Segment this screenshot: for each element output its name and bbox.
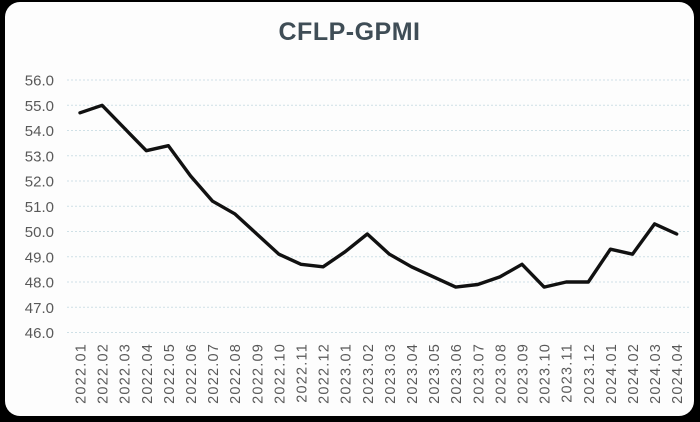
- x-tick-label: 2024.03: [648, 343, 664, 404]
- chart-card: CFLP-GPMI 56.0 55.0 54.0 53.0 52.0 51.0 50.0 49…: [5, 2, 694, 416]
- x-tick-label: 2022.02: [96, 343, 112, 404]
- x-tick-label: 2023.03: [383, 343, 399, 404]
- x-tick-label: 2024.02: [626, 343, 642, 404]
- y-tick-label: 56.0: [25, 73, 54, 90]
- x-tick-label: 2023.10: [538, 343, 554, 404]
- y-tick-label: 54.0: [25, 123, 54, 140]
- x-tick-label: 2022.07: [206, 343, 222, 404]
- y-tick-label: 55.0: [25, 98, 54, 115]
- x-tick-label: 2024.01: [604, 343, 620, 404]
- x-tick-label: 2022.04: [140, 343, 156, 404]
- x-tick-label: 2022.03: [118, 343, 134, 404]
- y-axis-tick-labels: 56.0 55.0 54.0 53.0 52.0 51.0 50.0 49.0 48.0 47.0…: [25, 73, 54, 343]
- x-tick-label: 2022.12: [317, 343, 333, 404]
- x-axis-tick-labels: 2022.01 2022.02 2022.03 2022.04 2022.05 2022.…: [74, 343, 687, 404]
- x-tick-label: 2022.09: [250, 343, 266, 404]
- y-tick-label: 53.0: [25, 148, 54, 165]
- line-chart: 56.0 55.0 54.0 53.0 52.0 51.0 50.0 49.0 48.0 47.0…: [25, 73, 691, 404]
- x-tick-label: 2023.01: [339, 343, 355, 404]
- y-tick-label: 51.0: [25, 199, 54, 216]
- data-line-cflp-gpmi: [78, 103, 679, 289]
- x-tick-label: 2023.06: [449, 343, 465, 404]
- y-tick-label: 52.0: [25, 174, 54, 191]
- x-tick-label: 2023.11: [560, 343, 576, 403]
- x-tick-label: 2022.11: [295, 343, 311, 403]
- x-tick-label: 2022.06: [184, 343, 200, 404]
- x-tick-label: 2023.08: [493, 343, 509, 404]
- x-tick-label: 2023.07: [471, 343, 487, 404]
- y-tick-label: 47.0: [25, 300, 54, 317]
- x-tick-label: 2023.09: [516, 343, 532, 404]
- chart-title: CFLP-GPMI: [278, 18, 421, 46]
- x-tick-label: 2024.04: [670, 343, 686, 404]
- x-tick-label: 2023.05: [427, 343, 443, 404]
- x-tick-label: 2023.02: [361, 343, 377, 404]
- x-tick-label: 2022.10: [272, 343, 288, 404]
- x-tick-label: 2022.05: [162, 343, 178, 404]
- y-tick-label: 49.0: [25, 249, 54, 266]
- x-tick-label: 2022.01: [74, 343, 90, 404]
- gridlines: [67, 79, 691, 333]
- y-tick-label: 48.0: [25, 275, 54, 292]
- y-tick-label: 46.0: [25, 325, 54, 342]
- x-tick-label: 2023.04: [405, 343, 421, 404]
- y-tick-label: 50.0: [25, 224, 54, 241]
- x-tick-label: 2022.08: [228, 343, 244, 404]
- x-tick-label: 2023.12: [582, 343, 598, 404]
